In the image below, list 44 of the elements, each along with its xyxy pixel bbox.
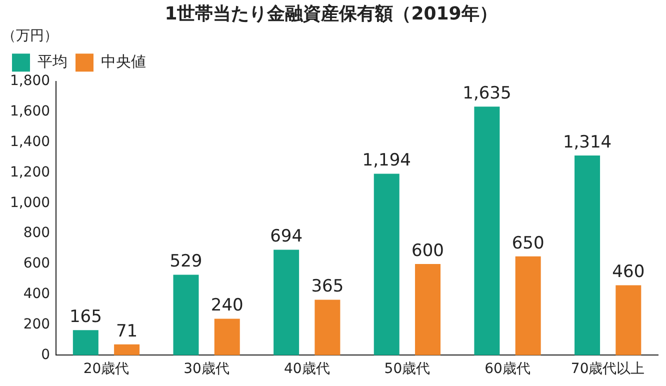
x-tick-label: 70歳代以上 <box>570 361 645 378</box>
y-tick-label: 0 <box>41 346 50 363</box>
data-label: 1,194 <box>362 150 411 171</box>
bar <box>114 344 140 356</box>
data-label: 460 <box>612 262 645 282</box>
y-tick-label: 600 <box>23 256 50 272</box>
data-label: 240 <box>210 296 244 316</box>
bar <box>515 256 541 356</box>
data-label: 529 <box>170 252 202 272</box>
y-axis-title: （万円） <box>2 28 58 44</box>
chart-title: 1世帯当たり金融資産保有額（2019年） <box>164 3 498 24</box>
bar <box>474 106 500 356</box>
bar <box>314 300 340 356</box>
x-tick-label: 50歳代 <box>384 361 430 378</box>
data-label: 694 <box>270 226 303 247</box>
y-tick-label: 400 <box>23 286 50 302</box>
x-tick-label: 60歳代 <box>484 361 530 378</box>
y-tick-label: 1,800 <box>10 73 50 90</box>
bar <box>214 318 240 356</box>
data-label: 165 <box>69 307 102 328</box>
y-tick-label: 200 <box>23 316 50 332</box>
bar <box>274 250 300 356</box>
x-tick-label: 40歳代 <box>284 361 330 378</box>
bar <box>173 274 199 356</box>
bar <box>374 174 400 356</box>
data-label: 1,635 <box>462 84 512 104</box>
y-tick-label: 800 <box>23 225 50 242</box>
bar <box>616 285 642 356</box>
y-tick-label: 1,200 <box>10 164 50 180</box>
bar <box>574 155 600 356</box>
legend-label: 中央値 <box>101 52 146 70</box>
data-label: 71 <box>116 321 138 342</box>
bar <box>415 264 441 356</box>
x-tick-label: 20歳代 <box>83 361 130 378</box>
bar <box>72 330 98 356</box>
data-label: 650 <box>512 233 544 254</box>
y-tick-label: 1,400 <box>10 134 50 150</box>
data-label: 1,314 <box>562 132 612 152</box>
legend-label: 平均 <box>38 52 68 70</box>
data-label: 365 <box>311 276 344 297</box>
y-tick-label: 1,000 <box>10 194 50 211</box>
x-tick-label: 30歳代 <box>184 361 230 378</box>
y-tick-label: 1,600 <box>10 104 50 120</box>
data-label: 600 <box>412 240 444 261</box>
